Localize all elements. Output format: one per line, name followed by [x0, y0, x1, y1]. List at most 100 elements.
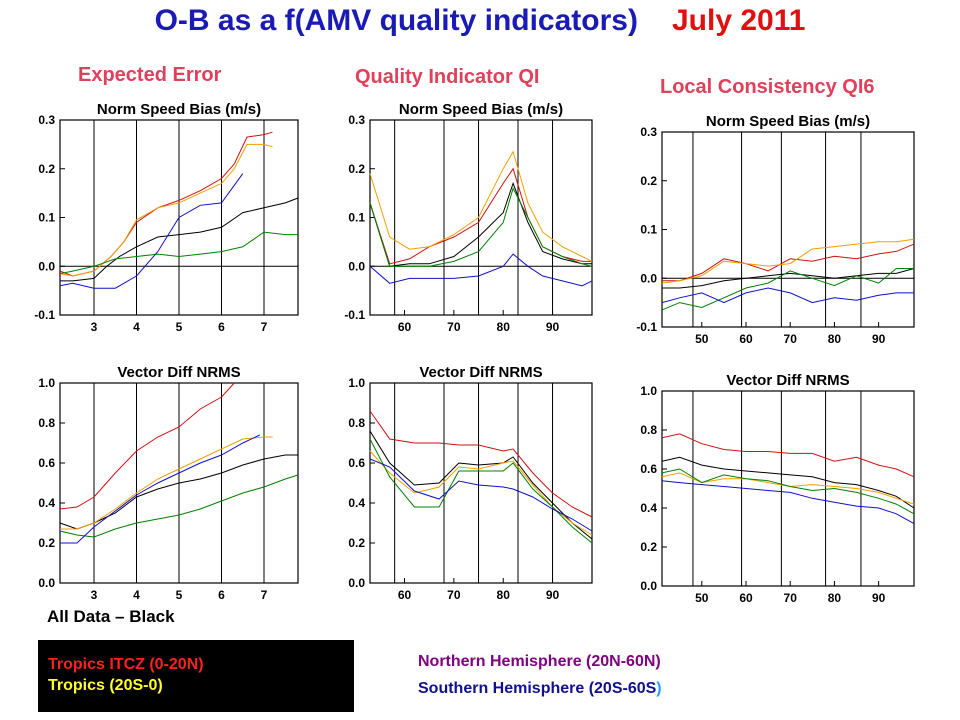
column-heading-local-consistency: Local Consistency QI6	[660, 76, 875, 98]
x-tick-label: 6	[218, 320, 225, 334]
chart-bias-local-consistency: Norm Speed Bias (m/s) 50 60 70 80 90 -0.1 0.0 0.…	[630, 106, 920, 346]
x-tick-label: 90	[872, 591, 886, 605]
series-southern-hemisphere-line	[369, 253, 593, 287]
y-tick-label: 0.8	[38, 416, 55, 430]
y-tick-label: 0.4	[38, 496, 55, 510]
chart-title: Norm Speed Bias (m/s)	[97, 101, 261, 118]
y-tick-label: 0.3	[38, 113, 55, 127]
series-northern-hemisphere-line	[369, 186, 593, 267]
x-tick-label: 60	[739, 591, 753, 605]
y-tick-label: 0.4	[348, 496, 365, 510]
x-tick-label: 5	[176, 320, 183, 334]
series-tropics-line	[60, 436, 273, 530]
title-main: O-B as a f(AMV quality indicators)	[154, 4, 638, 37]
series-tropics-itcz-line	[661, 433, 915, 478]
series-all-data-line	[661, 456, 915, 509]
series-tropics-line	[661, 472, 915, 505]
y-tick-label: 0.8	[348, 416, 365, 430]
series-southern-hemisphere-line	[661, 287, 914, 304]
y-tick-label: 0.2	[348, 536, 365, 550]
chart-title: Vector Diff NRMS	[726, 372, 849, 389]
plot-frame	[369, 119, 593, 316]
chart-svg: Norm Speed Bias (m/s) 50 60 70 80 90 -0.1 0.0 0.…	[636, 113, 915, 346]
chart-title: Norm Speed Bias (m/s)	[706, 113, 870, 130]
chart-svg: Norm Speed Bias (m/s) 60 70 80 90 -0.1 0.0 0.1 0…	[344, 101, 593, 334]
series-all-data-line	[369, 181, 592, 267]
x-tick-label: 80	[828, 591, 842, 605]
series-all-data-line	[662, 268, 915, 289]
plot-frame	[369, 382, 593, 584]
legend-sh-paren: )	[656, 680, 662, 697]
chart-svg: Vector Diff NRMS 50 60 70 80 90 0.0 0.2 0.4 0.6 0.…	[640, 372, 915, 605]
x-tick-label: 50	[695, 591, 709, 605]
x-tick-label: 5	[176, 588, 183, 602]
legend-northern-hemisphere: Northern Hemisphere (20N-60N)	[418, 653, 661, 670]
series-tropics-line	[59, 143, 273, 277]
y-tick-label: 0.2	[38, 536, 55, 550]
y-tick-label: 0.1	[640, 223, 657, 237]
x-tick-label: 80	[497, 320, 511, 334]
y-tick-label: 0.2	[640, 174, 657, 188]
chart-title: Vector Diff NRMS	[419, 364, 542, 381]
y-tick-label: 1.0	[38, 376, 55, 390]
y-tick-label: -0.1	[636, 320, 657, 334]
y-tick-label: 0.1	[348, 211, 365, 225]
y-tick-label: 0.0	[640, 271, 657, 285]
series-northern-hemisphere-line	[59, 231, 298, 275]
series-northern-hemisphere-line	[369, 438, 593, 544]
x-tick-label: 60	[398, 320, 412, 334]
y-tick-label: 0.6	[640, 462, 657, 476]
plot-frame	[661, 390, 915, 587]
chart-nrms-expected-error: Vector Diff NRMS 3 4 5 6 7 0.0 0.2 0.4 0.6 0.8 1.0	[20, 355, 300, 605]
y-tick-label: -0.1	[34, 308, 55, 322]
x-tick-label: 80	[828, 332, 842, 346]
y-tick-label: 0.0	[348, 576, 365, 590]
legend-sh-text: Southern Hemisphere (20S-60S	[418, 680, 657, 697]
chart-bias-quality-indicator: Norm Speed Bias (m/s) 60 70 80 90 -0.1 0.0 0.1 0…	[320, 98, 600, 334]
series-all-data-line	[369, 430, 593, 540]
column-heading-expected-error: Expected Error	[78, 64, 222, 86]
y-tick-label: 0.6	[38, 456, 55, 470]
series-southern-hemisphere-line	[369, 458, 593, 532]
chart-bias-expected-error: Norm Speed Bias (m/s) 3 4 5 6 7 -0.1 0.0 0.1 0.2 0…	[20, 98, 300, 334]
legend-all-data: All Data – Black	[47, 607, 175, 626]
x-tick-label: 50	[695, 332, 709, 346]
series-southern-hemisphere-line	[661, 480, 915, 525]
x-tick-label: 90	[546, 320, 560, 334]
legend-southern-hemisphere: Southern Hemisphere (20S-60S)	[418, 680, 662, 698]
page-title: O-B as a f(AMV quality indicators) July 2…	[0, 4, 960, 38]
x-tick-label: 7	[261, 320, 268, 334]
series-northern-hemisphere-line	[661, 468, 915, 515]
chart-title: Norm Speed Bias (m/s)	[399, 101, 563, 118]
y-tick-label: 0.0	[640, 579, 657, 593]
chart-nrms-quality-indicator: Vector Diff NRMS 60 70 80 90 0.0 0.2 0.4 0.6 0.8 1…	[320, 355, 600, 605]
plot-frame	[661, 131, 915, 328]
y-tick-label: 1.0	[640, 384, 657, 398]
chart-nrms-local-consistency: Vector Diff NRMS 50 60 70 80 90 0.0 0.2 0.4 0.6 0.…	[630, 367, 920, 605]
x-tick-label: 4	[133, 588, 140, 602]
title-date: July 2011	[671, 4, 806, 37]
x-tick-label: 4	[133, 320, 140, 334]
x-tick-label: 6	[218, 588, 225, 602]
series-tropics-itcz-line	[662, 243, 915, 282]
series-northern-hemisphere-line	[59, 474, 299, 538]
y-tick-label: 1.0	[348, 376, 365, 390]
series-tropics-itcz-line	[369, 167, 592, 265]
y-tick-label: 0.3	[348, 113, 365, 127]
series-all-data-line	[60, 197, 299, 282]
series-southern-hemisphere-line	[59, 173, 244, 289]
y-tick-label: 0.2	[348, 162, 365, 176]
y-tick-label: 0.0	[38, 576, 55, 590]
chart-svg: Vector Diff NRMS 3 4 5 6 7 0.0 0.2 0.4 0.6 0.8 1.0	[38, 364, 299, 602]
y-tick-label: 0.2	[38, 162, 55, 176]
series-northern-hemisphere-line	[661, 268, 914, 311]
y-tick-label: 0.4	[640, 501, 657, 515]
chart-svg: Vector Diff NRMS 60 70 80 90 0.0 0.2 0.4 0.6 0.8 1…	[348, 364, 593, 602]
x-tick-label: 3	[91, 588, 98, 602]
y-tick-label: 0.0	[38, 259, 55, 273]
y-tick-label: 0.8	[640, 423, 657, 437]
x-tick-label: 90	[872, 332, 886, 346]
y-tick-label: 0.3	[640, 125, 657, 139]
y-tick-label: 0.0	[348, 259, 365, 273]
chart-svg: Norm Speed Bias (m/s) 3 4 5 6 7 -0.1 0.0 0.1 0.2 0…	[34, 101, 299, 334]
